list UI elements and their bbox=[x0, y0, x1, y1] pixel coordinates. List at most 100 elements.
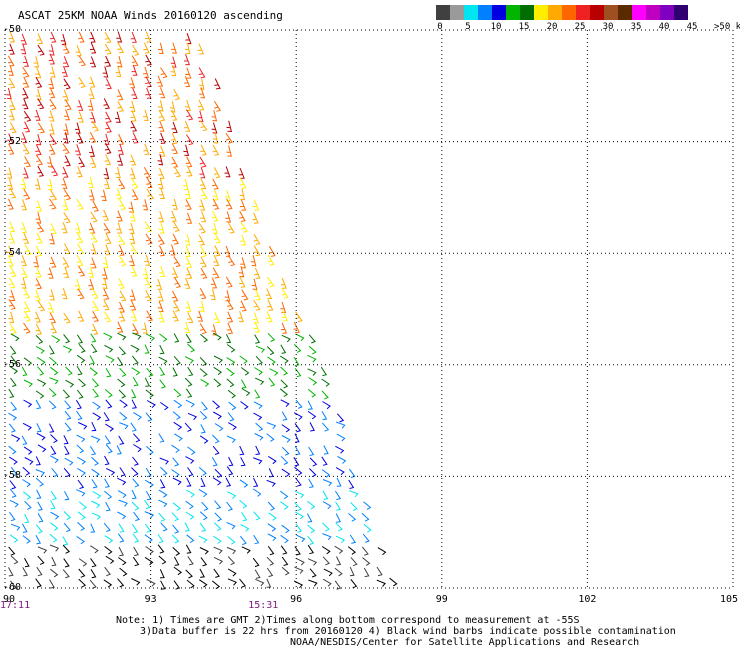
wind-barb bbox=[252, 212, 259, 224]
wind-barb bbox=[253, 401, 263, 410]
wind-swath bbox=[6, 31, 398, 590]
wind-barb bbox=[157, 533, 164, 544]
wind-barb bbox=[131, 489, 137, 500]
wind-barb bbox=[7, 198, 14, 210]
wind-barb bbox=[119, 467, 126, 477]
wind-barb bbox=[226, 145, 232, 157]
wind-barb bbox=[170, 109, 178, 121]
wind-barb bbox=[157, 544, 165, 554]
wind-barb bbox=[307, 354, 317, 363]
wind-barb bbox=[158, 245, 165, 257]
wind-barb bbox=[227, 389, 236, 399]
wind-barb bbox=[115, 188, 122, 200]
wind-barb bbox=[104, 233, 112, 245]
wind-barb bbox=[169, 101, 176, 113]
wind-barb bbox=[159, 333, 168, 342]
wind-map[interactable] bbox=[0, 0, 740, 600]
wind-barb bbox=[131, 189, 139, 201]
wind-barb bbox=[50, 366, 59, 376]
wind-barb bbox=[170, 64, 177, 77]
wind-barb bbox=[62, 256, 70, 268]
wind-barb bbox=[61, 222, 68, 234]
wind-barb bbox=[172, 310, 179, 322]
wind-barb bbox=[48, 198, 57, 210]
wind-barb bbox=[35, 144, 42, 156]
wind-barb bbox=[172, 524, 180, 534]
wind-barb bbox=[118, 310, 126, 322]
wind-barb bbox=[105, 368, 112, 378]
wind-barb bbox=[37, 165, 44, 177]
wind-barb bbox=[146, 367, 154, 377]
wind-barb bbox=[143, 143, 150, 155]
wind-barb bbox=[64, 457, 74, 466]
wind-barb bbox=[50, 322, 57, 334]
wind-barb bbox=[252, 457, 263, 465]
wind-barb bbox=[213, 535, 222, 544]
wind-barb bbox=[158, 512, 166, 522]
wind-barb bbox=[77, 310, 85, 322]
wind-barb bbox=[91, 500, 101, 509]
wind-barb bbox=[199, 522, 207, 532]
wind-barb bbox=[103, 98, 110, 110]
wind-barb bbox=[77, 288, 85, 300]
wind-barb bbox=[280, 501, 289, 510]
wind-barb bbox=[90, 333, 97, 343]
wind-barb bbox=[171, 156, 179, 168]
wind-barb bbox=[251, 278, 258, 291]
wind-barb bbox=[253, 233, 261, 245]
wind-barb bbox=[254, 433, 264, 441]
wind-barb bbox=[159, 187, 165, 199]
wind-barb bbox=[92, 300, 100, 312]
wind-barb bbox=[187, 343, 196, 353]
wind-barb bbox=[35, 212, 42, 224]
wind-barb bbox=[173, 566, 183, 576]
wind-barb bbox=[239, 177, 247, 189]
wind-barb bbox=[49, 31, 57, 43]
wind-barb bbox=[103, 332, 113, 341]
wind-barb bbox=[117, 42, 124, 54]
wind-barb bbox=[132, 456, 139, 466]
wind-barb bbox=[49, 233, 55, 245]
legend-swatch bbox=[450, 5, 464, 20]
wind-barb bbox=[308, 579, 318, 587]
wind-barb bbox=[36, 423, 42, 433]
wind-barb bbox=[64, 445, 70, 455]
wind-barb bbox=[268, 468, 274, 478]
wind-barb bbox=[76, 334, 83, 344]
wind-barb bbox=[91, 120, 99, 132]
wind-barb bbox=[199, 568, 205, 578]
wind-barb bbox=[321, 456, 328, 466]
wind-barb bbox=[240, 379, 247, 389]
wind-barb bbox=[33, 56, 40, 68]
wind-barb bbox=[281, 411, 288, 421]
wind-barb bbox=[35, 578, 42, 588]
wind-barb bbox=[307, 400, 313, 410]
legend-swatch bbox=[576, 5, 590, 20]
latitude-label: -52 bbox=[3, 135, 22, 147]
wind-barb bbox=[23, 301, 31, 313]
wind-barb bbox=[21, 523, 28, 533]
wind-barb bbox=[225, 334, 232, 344]
wind-barb bbox=[228, 401, 237, 411]
wind-barb bbox=[253, 245, 261, 257]
wind-barb bbox=[211, 222, 218, 235]
wind-barb bbox=[117, 533, 125, 543]
wind-barb bbox=[159, 145, 166, 157]
wind-barb bbox=[200, 188, 208, 200]
wind-barb bbox=[87, 176, 94, 189]
wind-barb bbox=[211, 457, 218, 467]
wind-barb bbox=[280, 366, 288, 376]
wind-barb bbox=[76, 255, 84, 267]
wind-barb bbox=[78, 568, 86, 578]
wind-barb bbox=[307, 535, 315, 546]
legend-tick-label: 0 bbox=[437, 22, 443, 32]
wind-barb bbox=[129, 254, 135, 266]
wind-barb bbox=[213, 411, 222, 420]
wind-barb bbox=[160, 401, 169, 411]
legend-swatch bbox=[506, 5, 520, 20]
wind-barb bbox=[76, 389, 84, 399]
wind-barb bbox=[281, 556, 289, 566]
wind-barb bbox=[255, 345, 266, 353]
wind-barb bbox=[105, 121, 112, 133]
wind-barb bbox=[157, 234, 165, 246]
